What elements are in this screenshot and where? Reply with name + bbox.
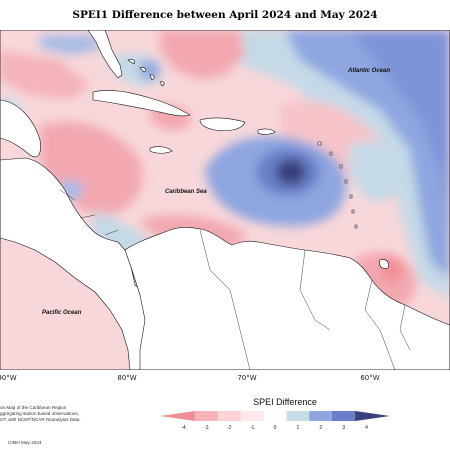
legend-tick-label: 0 [274,425,277,431]
legend-swatch [263,411,287,421]
spei-difference-map: Atlantic Ocean Caribbean Sea Pacific Oce… [0,30,450,370]
legend-swatch [194,411,219,421]
lon-tick-60w: 60°W [360,374,380,382]
legend-swatch [286,411,310,421]
legend-tick-label: -1 [250,425,255,431]
source-note: on Map of the Caribbean Region ggregatin… [0,405,81,423]
legend-title: SPEI Difference [253,397,317,407]
legend-swatch [240,411,264,421]
legend-tick-label: -4 [181,425,186,431]
map-title: SPEI1 Difference between April 2024 and … [72,9,378,21]
source-line: on Map of the Caribbean Region [0,405,67,410]
legend-swatch [332,411,356,421]
legend-tick-label: -3 [204,425,209,431]
caribbean-sea-label: Caribbean Sea [165,189,207,195]
legend-tick-label: 3 [342,425,345,431]
legend-swatch [355,411,390,421]
land-masses [0,30,450,370]
jamaica-island [149,146,173,154]
central-america-isthmus [0,157,181,370]
legend-tick-label: -2 [227,425,232,431]
lesser-antilles-islands [317,141,358,229]
lon-tick-70w: 70°W [237,374,257,382]
credit-text: CIMH May-2024 [8,440,42,445]
lon-tick-80w: 80°W [117,374,137,382]
source-line: CF, with NCEP/NCAR Reanalysis Data. [0,417,81,422]
legend-tick-label: 4 [365,425,368,431]
trinidad-island [379,259,389,269]
legend-tick-label: 1 [296,425,299,431]
legend-swatch [217,411,241,421]
pacific-ocean-label: Pacific Ocean [42,310,82,316]
bahamas-islands [127,58,165,87]
hispaniola-island [199,117,246,132]
color-legend: -4 -3 -2 -1 0 1 2 3 4 [160,411,390,431]
florida-landmass [87,30,123,79]
legend-swatch [160,411,195,421]
legend-swatch [309,411,333,421]
source-line: ggregating station based observations, [0,411,79,416]
central-america-landmass [0,99,41,158]
puerto-rico-island [257,128,276,135]
atlantic-ocean-label: Atlantic Ocean [347,68,390,74]
country-borders [59,189,411,370]
legend-tick-label: 2 [319,425,322,431]
cuba-island [92,90,191,117]
lon-tick-90w: 90°W [0,374,17,382]
